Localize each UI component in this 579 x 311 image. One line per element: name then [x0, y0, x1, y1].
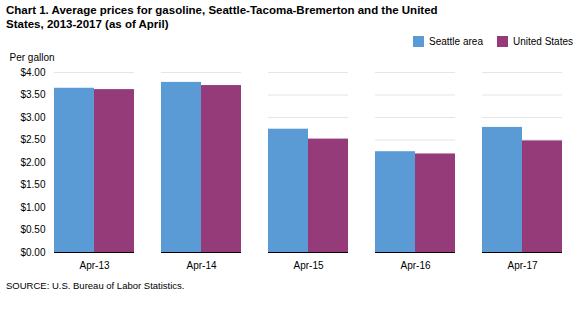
svg-text:Apr-16: Apr-16	[400, 259, 430, 270]
html-text:SOURCE: U.S. Bureau of Labor S: SOURCE: U.S. Bureau of Labor Statistics.	[6, 279, 185, 291]
html-text:Chart 1. Average prices for ga: Chart 1. Average prices for gasoline, Se…	[6, 4, 438, 30]
svg-text:$1.00: $1.00	[20, 201, 45, 212]
svg-text:Apr-15: Apr-15	[293, 259, 323, 270]
html-text:United States: United States	[513, 36, 573, 48]
svg-text:$3.00: $3.00	[20, 111, 45, 122]
svg-text:Apr-14: Apr-14	[186, 259, 216, 270]
svg-text:$0.00: $0.00	[20, 246, 45, 257]
svg-text:$4.00: $4.00	[20, 66, 45, 77]
svg-text:$1.50: $1.50	[20, 179, 45, 190]
svg-text:Apr-13: Apr-13	[79, 259, 109, 270]
html-text:Seattle area: Seattle area	[429, 36, 483, 48]
svg-text:$2.00: $2.00	[20, 156, 45, 167]
svg-text:$2.50: $2.50	[20, 134, 45, 145]
svg-text:$0.50: $0.50	[20, 224, 45, 235]
svg-text:$3.50: $3.50	[20, 89, 45, 100]
svg-text:Per gallon: Per gallon	[10, 51, 55, 62]
svg-text:Apr-17: Apr-17	[507, 259, 537, 270]
